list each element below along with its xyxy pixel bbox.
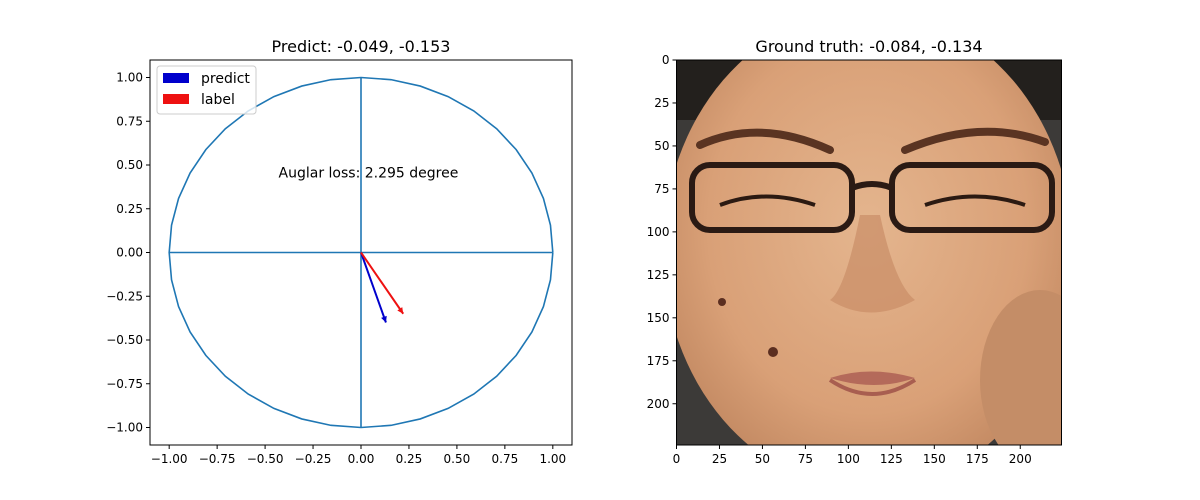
ground-truth-panel: Ground truth: -0.084, -0.134 0 25 50 75 100 1… (647, 37, 1062, 466)
y-tick-label: 0.25 (116, 202, 143, 216)
ground-truth-axes-frame (676, 59, 1062, 446)
y-tick-label: −0.50 (106, 333, 143, 347)
image-x-tick-label: 125 (880, 452, 903, 466)
image-y-tick-label: 0 (662, 53, 670, 67)
x-tick-label: −0.50 (247, 452, 284, 466)
predict-axes-frame (149, 59, 573, 446)
predict-arrow-head (381, 315, 387, 323)
x-tick-label: 0.25 (396, 452, 423, 466)
x-tick-label: 0.50 (444, 452, 471, 466)
image-y-tick-label: 150 (647, 311, 670, 325)
x-tick-label: −0.25 (295, 452, 332, 466)
image-x-tick-label: 50 (755, 452, 770, 466)
legend: predict label (156, 65, 257, 115)
image-x-tick-label: 0 (673, 452, 681, 466)
face-image (676, 60, 1062, 445)
image-x-tick-label: 75 (798, 452, 813, 466)
y-tick-label: −0.25 (106, 289, 143, 303)
predict-arrow (360, 252, 387, 323)
image-y-tick-label: 75 (654, 182, 669, 196)
image-y-tick-label: 200 (647, 397, 670, 411)
image-x-tick-label: 25 (712, 452, 727, 466)
angular-loss-annotation: Auglar loss: 2.295 degree (279, 165, 459, 181)
unit-circle (168, 76, 554, 429)
image-y-tick-label: 100 (647, 225, 670, 239)
x-tick-label: −0.75 (199, 452, 236, 466)
image-y-tick-label: 25 (654, 96, 669, 110)
image-y-tick-label: 175 (647, 354, 670, 368)
predict-panel: Predict: -0.049, -0.153 −1.00 −0.75 −0.50−… (106, 37, 573, 467)
image-y-tick-label: 125 (647, 268, 670, 282)
ground-truth-axes-ticks: 0 25 50 75 100 125 150 175 200 0 25 50 75 100 125 150 17… (647, 53, 1032, 466)
x-tick-label: 0.75 (492, 452, 519, 466)
x-tick-label: 1.00 (539, 452, 566, 466)
y-tick-label: −1.00 (106, 421, 143, 435)
label-arrow (360, 251, 405, 315)
legend-swatch-label (163, 94, 189, 104)
x-tick-label: −1.00 (151, 452, 188, 466)
y-tick-label: 0.00 (116, 246, 143, 260)
legend-label-label: label (201, 92, 235, 108)
y-tick-label: −0.75 (106, 377, 143, 391)
image-y-tick-label: 50 (654, 139, 669, 153)
predict-title: Predict: -0.049, -0.153 (272, 37, 451, 56)
legend-label-predict: predict (201, 71, 250, 87)
predict-axes-ticks: −1.00 −0.75 −0.50 −0.25 0.00 0.25 0.50 0.75 1.00… (106, 71, 566, 467)
predict-plot-area (168, 76, 554, 429)
y-tick-label: 1.00 (116, 71, 143, 85)
x-tick-label: 0.00 (348, 452, 375, 466)
image-x-tick-label: 150 (923, 452, 946, 466)
legend-swatch-predict (163, 73, 189, 83)
image-x-tick-label: 200 (1009, 452, 1032, 466)
label-arrow-head (397, 307, 404, 314)
ground-truth-title: Ground truth: -0.084, -0.134 (755, 37, 982, 56)
y-tick-label: 0.50 (116, 158, 143, 172)
image-x-tick-label: 175 (966, 452, 989, 466)
y-tick-label: 0.75 (116, 114, 143, 128)
image-x-tick-label: 100 (837, 452, 860, 466)
